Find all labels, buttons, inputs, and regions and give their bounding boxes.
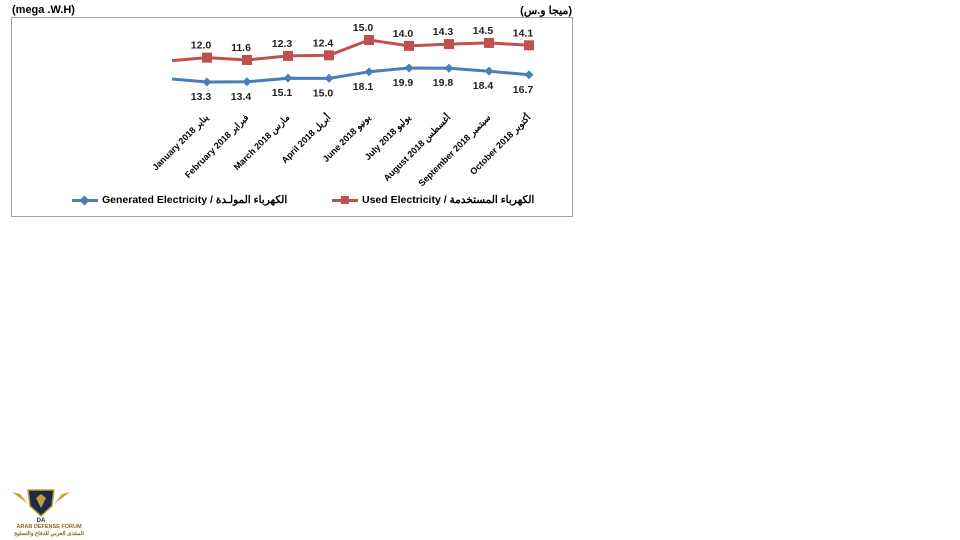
- used-point-0: [202, 52, 212, 63]
- unit-label-arabic: (ميجا و.س): [520, 5, 572, 17]
- used-label-7: 14.5: [473, 25, 494, 37]
- generated-point-6: [444, 63, 454, 73]
- used-point-2: [283, 50, 293, 61]
- generated-point-2: [283, 73, 293, 83]
- generated-point-5: [404, 63, 414, 73]
- line-chart: 12.0 11.6 12.3 12.4 15.0 14.0 14.3 14.5 14.1 13.3…: [150, 22, 534, 189]
- generated-point-4: [364, 67, 374, 77]
- used-point-8: [524, 40, 534, 51]
- chart-frame: 12.0 11.6 12.3 12.4 15.0 14.0 14.3 14.5 14.1 13.3…: [11, 17, 573, 217]
- used-label-6: 14.3: [433, 26, 454, 38]
- used-label-1: 11.6: [231, 42, 251, 54]
- legend-generated-swatch: [72, 195, 98, 205]
- used-label-4: 15.0: [353, 22, 374, 34]
- used-label-5: 14.0: [393, 28, 414, 40]
- generated-point-3: [324, 73, 334, 83]
- generated-label-0: 13.3: [191, 91, 212, 103]
- arab-defense-forum-logo: DA ARAB DEFENSE FORUM المنتدى العربي للد…: [6, 484, 84, 538]
- used-point-4: [364, 35, 374, 45]
- generated-label-6: 19.8: [433, 77, 454, 89]
- used-label-2: 12.3: [272, 38, 293, 50]
- used-label-0: 12.0: [191, 40, 212, 52]
- generated-point-0: [202, 77, 212, 87]
- generated-point-8: [524, 70, 534, 80]
- legend-generated: Generated Electricity / الكهرباء المولـد…: [72, 194, 287, 206]
- generated-label-8: 16.7: [513, 84, 534, 96]
- used-label-3: 12.4: [313, 37, 334, 49]
- used-point-5: [404, 40, 414, 51]
- unit-label-english: (mega .W.H): [12, 4, 75, 16]
- series-line-1: [171, 66, 530, 84]
- generated-label-4: 18.1: [353, 81, 374, 93]
- logo-emblem-icon: DA: [12, 489, 70, 524]
- generated-label-3: 15.0: [313, 87, 334, 99]
- generated-point-1: [242, 77, 252, 87]
- generated-label-7: 18.4: [473, 80, 494, 92]
- logo-initials: DA: [37, 518, 46, 524]
- used-point-7: [484, 37, 494, 48]
- series-line-0: [171, 38, 530, 63]
- logo-line2: المنتدى العربي للدفاع والتسليح: [14, 531, 84, 537]
- generated-label-5: 19.9: [393, 77, 414, 89]
- legend-used: Used Electricity / الكهرباء المستخدمة: [332, 194, 534, 206]
- x-tick-label-6: August 2018 أغسطس: [380, 111, 453, 184]
- legend-used-swatch: [332, 195, 358, 204]
- legend-generated-label: Generated Electricity / الكهرباء المولـد…: [102, 194, 288, 206]
- generated-label-1: 13.4: [231, 91, 252, 103]
- used-point-3: [324, 50, 334, 61]
- logo-line1: ARAB DEFENSE FORUM: [16, 524, 82, 530]
- generated-label-2: 15.1: [272, 87, 293, 99]
- legend-used-label: Used Electricity / الكهرباء المستخدمة: [362, 194, 535, 206]
- generated-point-7: [484, 66, 494, 76]
- used-point-1: [242, 55, 252, 65]
- used-point-6: [444, 39, 454, 50]
- x-tick-label-7: September 2018 سبتمبر: [416, 112, 493, 189]
- used-label-8: 14.1: [513, 27, 534, 39]
